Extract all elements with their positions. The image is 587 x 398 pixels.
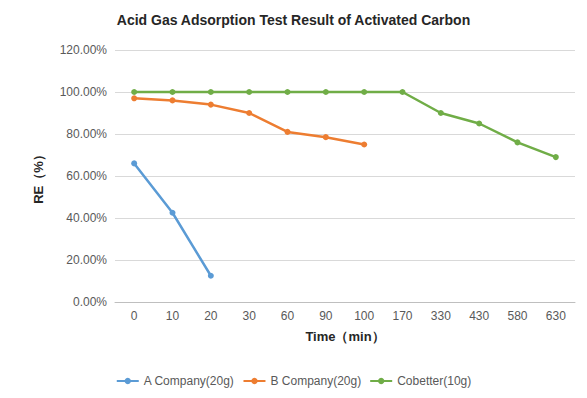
svg-text:90: 90 — [319, 309, 333, 323]
svg-text:630: 630 — [546, 309, 566, 323]
svg-text:RE（%）: RE（%） — [31, 148, 46, 204]
svg-text:0: 0 — [131, 309, 138, 323]
svg-text:330: 330 — [431, 309, 451, 323]
svg-text:60: 60 — [281, 309, 295, 323]
svg-text:80.00%: 80.00% — [66, 127, 107, 141]
svg-text:120.00%: 120.00% — [60, 43, 108, 57]
svg-text:Time（min）: Time（min） — [305, 329, 384, 344]
svg-text:20.00%: 20.00% — [66, 253, 107, 267]
svg-text:10: 10 — [166, 309, 180, 323]
svg-text:100: 100 — [354, 309, 374, 323]
svg-text:Acid Gas Adsorption Test Resul: Acid Gas Adsorption Test Result of Activ… — [117, 12, 470, 28]
svg-text:30: 30 — [242, 309, 256, 323]
svg-text:430: 430 — [469, 309, 489, 323]
svg-text:Cobetter(10g): Cobetter(10g) — [397, 374, 471, 388]
svg-text:60.00%: 60.00% — [66, 169, 107, 183]
svg-text:20: 20 — [204, 309, 218, 323]
svg-text:0.00%: 0.00% — [73, 295, 107, 309]
svg-text:170: 170 — [392, 309, 412, 323]
svg-text:B Company(20g): B Company(20g) — [270, 374, 361, 388]
svg-text:580: 580 — [507, 309, 527, 323]
svg-text:40.00%: 40.00% — [66, 211, 107, 225]
svg-text:A Company(20g): A Company(20g) — [144, 374, 234, 388]
svg-text:100.00%: 100.00% — [60, 85, 108, 99]
